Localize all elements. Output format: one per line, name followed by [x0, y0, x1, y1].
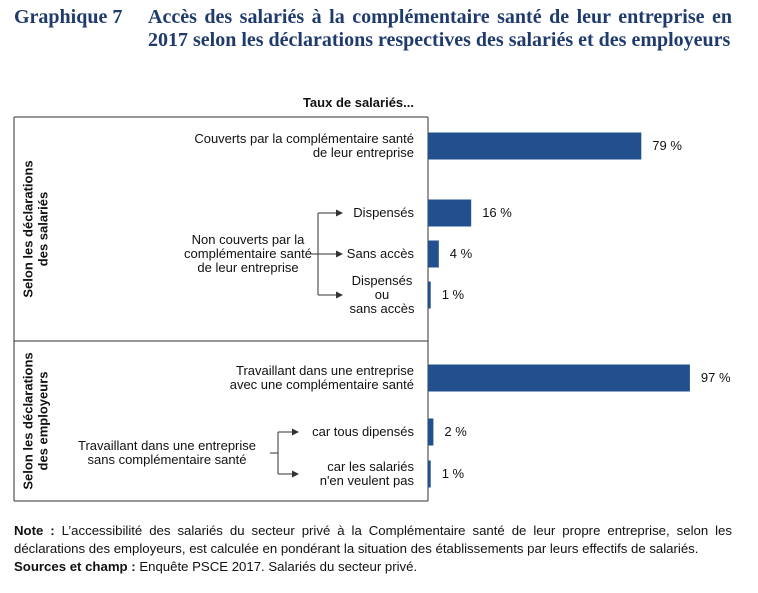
bracket-lines-employeurs	[270, 431, 292, 475]
note-text: L’accessibilité des salariés du secteur …	[14, 523, 732, 556]
figure-number: Graphique 7	[14, 6, 123, 28]
parent-label-non-couverts: Non couverts par la complémentaire santé d…	[184, 232, 312, 275]
chart-header: Taux de salariés...	[303, 95, 414, 110]
bar	[428, 281, 431, 309]
group-label-2: Selon les déclarationsdes employeurs	[21, 352, 51, 489]
bar-category-label: car les salariés n'en veulent pas	[320, 459, 415, 488]
bar-value-label: 79 %	[652, 138, 682, 153]
bar-value-label: 97 %	[701, 370, 731, 385]
arrow-icon	[292, 470, 299, 478]
bar-chart: Taux de salariés... Selon les déclaration…	[13, 95, 731, 502]
bar	[428, 199, 472, 227]
sources-label: Sources et champ :	[14, 559, 136, 574]
note-label: Note :	[14, 523, 55, 538]
bar-value-label: 1 %	[442, 466, 465, 481]
bar-value-label: 1 %	[442, 287, 465, 302]
bar-category-label: Couverts par la complémentaire santé de l…	[194, 131, 414, 160]
bar-category-label: Dispensés	[353, 205, 414, 220]
arrow-icon	[292, 428, 299, 436]
parent-label-sans-complementaire: Travaillant dans une entreprise sans comp…	[78, 438, 256, 467]
group-label-1: Selon les déclarationsdes salariés	[21, 160, 51, 297]
bar-category-label: car tous dipensés	[312, 424, 414, 439]
bar	[428, 418, 434, 446]
bar-value-label: 2 %	[444, 424, 467, 439]
arrow-icon	[336, 250, 343, 258]
bar-category-label: Travaillant dans une entreprise avec une …	[230, 363, 414, 392]
bracket-lines-salaries	[310, 212, 336, 296]
bar	[428, 460, 431, 488]
figure-title: Accès des salariés à la complémentaire s…	[148, 6, 732, 51]
arrow-icon	[336, 291, 343, 299]
bar	[428, 240, 439, 268]
bar-value-label: 4 %	[450, 246, 473, 261]
bar	[428, 364, 690, 392]
footnote: Note : L’accessibilité des salariés du s…	[14, 522, 732, 576]
arrow-icon	[336, 209, 343, 217]
bar-category-label: Dispensés ou sans accès	[349, 273, 415, 316]
sources-text: Enquête PSCE 2017. Salariés du secteur p…	[135, 559, 418, 574]
bar-value-label: 16 %	[482, 205, 512, 220]
bar	[428, 132, 642, 160]
bar-category-label: Sans accès	[347, 246, 415, 261]
